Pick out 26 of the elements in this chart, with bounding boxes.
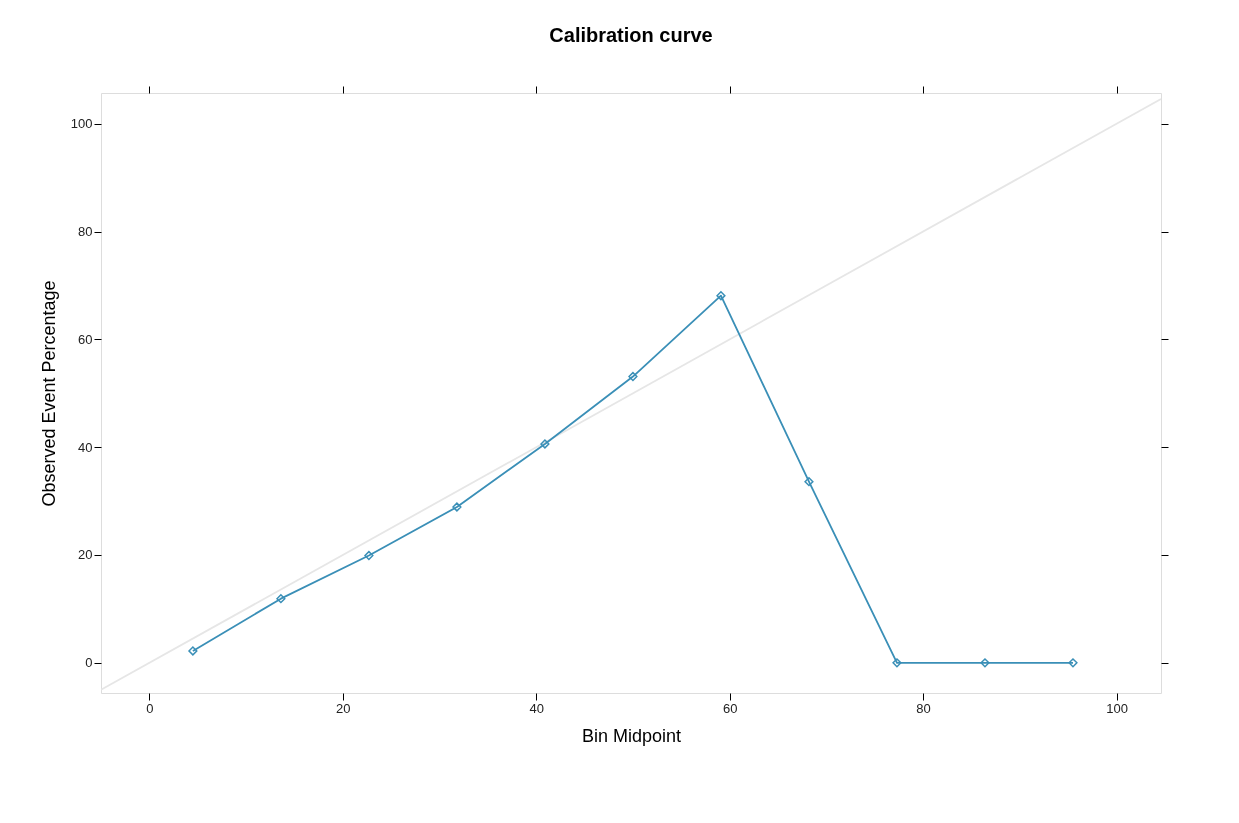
x-tick-label: 60 — [722, 700, 738, 716]
y-tick-label: 80 — [78, 224, 93, 240]
y-tick-label: 100 — [70, 116, 93, 132]
y-tick-label: 20 — [78, 547, 93, 563]
x-tick-label: 20 — [336, 700, 351, 716]
x-axis-title: Bin Midpoint — [581, 725, 682, 746]
point — [540, 439, 550, 449]
point — [804, 477, 814, 487]
point — [980, 658, 990, 668]
y-tick-label: 0 — [85, 655, 93, 671]
chart-title: Calibration curve — [549, 23, 713, 46]
y-tick-label: 40 — [78, 439, 93, 455]
y-axis-title: Observed Event Percentage — [38, 280, 59, 507]
x-tick-label: 0 — [146, 700, 154, 716]
point — [188, 646, 198, 656]
point — [276, 594, 286, 604]
point — [364, 550, 374, 561]
point — [452, 502, 462, 512]
x-tick-label: 40 — [529, 700, 544, 716]
point — [1068, 658, 1078, 668]
point — [716, 291, 726, 301]
y-tick-label: 60 — [78, 331, 93, 347]
point — [892, 658, 902, 668]
x-tick-label: 80 — [916, 700, 931, 716]
x-tick-label: 100 — [1106, 700, 1128, 716]
point — [628, 371, 638, 382]
